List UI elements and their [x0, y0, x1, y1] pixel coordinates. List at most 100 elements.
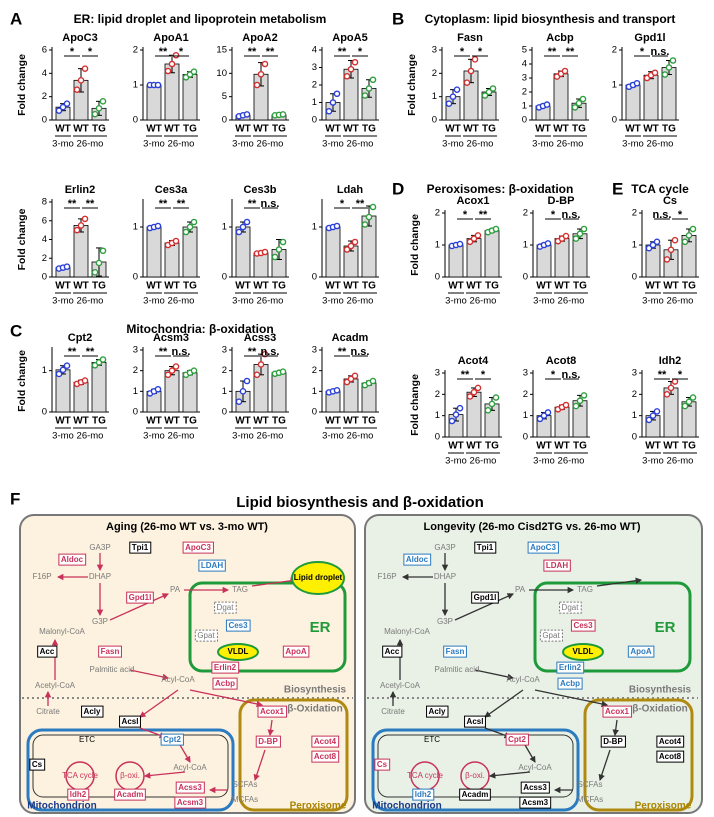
y-tick-label: 2: [133, 365, 138, 376]
data-point: [279, 111, 287, 118]
x-tick-label: TG: [573, 281, 587, 292]
significance-label: n.s.: [261, 198, 280, 210]
data-point: [653, 238, 661, 246]
data-point: [369, 203, 377, 211]
y-tick-label: 1: [312, 386, 317, 397]
data-point: [154, 222, 162, 230]
data-point: [91, 269, 99, 276]
data-point: [671, 236, 679, 244]
data-point: [489, 85, 497, 92]
node-box: [37, 645, 58, 658]
node-label: Cs: [32, 760, 43, 769]
y-tick-label: 4: [42, 68, 47, 79]
x-tick-label: WT: [445, 124, 461, 135]
data-point: [243, 377, 251, 385]
bar: [625, 84, 641, 121]
x-tick-label: WT: [448, 281, 464, 292]
node-label: F16P: [32, 572, 51, 581]
chart-title: Acox1: [456, 195, 489, 207]
significance-label: **: [159, 346, 168, 358]
chart-title: ApoC3: [62, 32, 97, 44]
y-tick-label: 5: [222, 91, 227, 102]
data-point: [77, 222, 85, 229]
data-point: [235, 398, 243, 405]
data-point: [661, 71, 669, 78]
y-tick-label: 3: [312, 345, 317, 356]
significance-label: **: [658, 369, 667, 381]
node-label: DHAP: [434, 572, 456, 581]
x-tick-label: WT: [146, 416, 162, 427]
node-box: [443, 645, 467, 658]
y-tick-label: 1: [133, 386, 138, 397]
data-point: [55, 107, 63, 114]
group-label: 3-mo: [143, 139, 165, 150]
node-label: Malonyl-CoA: [384, 627, 430, 636]
node-box: [520, 781, 550, 794]
node-box: [175, 781, 205, 794]
x-tick-label: WT: [55, 281, 71, 292]
x-tick-label: WT: [253, 416, 269, 427]
node-label: Acss3: [523, 783, 547, 792]
x-tick-label: TG: [662, 124, 676, 135]
data-point: [279, 238, 287, 246]
node-label: Mitochondrion: [27, 801, 96, 812]
significance-label: **: [159, 46, 168, 58]
y-tick-label: 1: [632, 240, 637, 251]
y-tick-label: 4: [522, 59, 527, 70]
data-point: [449, 93, 457, 100]
data-point: [333, 386, 341, 394]
x-tick-label: TG: [362, 124, 376, 135]
node-label: ER: [310, 619, 331, 636]
data-point: [279, 368, 287, 376]
data-point: [235, 228, 243, 236]
y-axis-label: Fold change: [16, 350, 28, 412]
y-tick-label: 0: [312, 407, 317, 418]
node-label: Malonyl-CoA: [39, 627, 85, 636]
y-tick-label: 0: [523, 272, 528, 283]
group-label: 26-mo: [168, 139, 195, 150]
data-point: [239, 388, 247, 395]
node-box: [182, 541, 214, 554]
er-membrane: [188, 581, 347, 673]
data-point: [81, 215, 89, 223]
arrow: [534, 689, 609, 708]
data-point: [685, 398, 693, 406]
y-tick-label: 0: [522, 115, 527, 126]
bar: [484, 230, 500, 278]
data-point: [481, 92, 489, 99]
y-tick-label: 1: [632, 410, 637, 421]
node-label: GA3P: [434, 543, 455, 552]
y-tick-label: 2: [42, 253, 47, 264]
data-point: [579, 95, 587, 103]
data-point: [168, 367, 176, 374]
node-box: [225, 619, 251, 632]
data-point: [164, 371, 172, 379]
y-tick-label: 1: [612, 80, 617, 91]
node-label: Acox1: [260, 707, 285, 716]
node-box: [403, 553, 432, 566]
node-label: ApoC3: [530, 543, 556, 552]
bar: [146, 84, 162, 121]
arrow: [267, 719, 274, 737]
x-tick-label: TG: [682, 441, 696, 452]
node-box: [212, 677, 238, 690]
node-label: MCFAs: [577, 795, 603, 804]
y-tick-label: 0: [632, 432, 637, 443]
node-label: ER: [655, 619, 676, 636]
y-tick-label: 0: [222, 115, 227, 126]
node-box: [129, 541, 152, 554]
data-point: [63, 362, 71, 370]
data-point: [95, 105, 103, 112]
arrow: [474, 669, 515, 681]
x-tick-label: WT: [645, 281, 661, 292]
y-tick-label: 0: [312, 115, 317, 126]
node-box: [656, 750, 685, 763]
x-tick-label: WT: [325, 281, 341, 292]
peroxisome: [238, 698, 349, 812]
node-label: VLDL: [228, 647, 249, 656]
y-tick-label: 0: [612, 115, 617, 126]
bar: [182, 372, 198, 413]
node-label: Idh2: [70, 790, 87, 799]
vldl-shape: [217, 643, 259, 661]
node-box: [471, 591, 499, 604]
